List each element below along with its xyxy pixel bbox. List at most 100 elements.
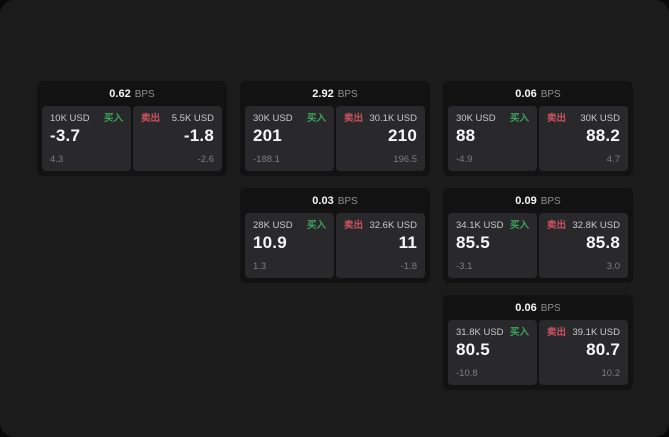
sell-delta-value: -1.8 — [400, 261, 417, 272]
bps-unit-label: BPS — [337, 88, 358, 100]
bps-value: 2.92 — [312, 88, 334, 100]
bps-unit-label: BPS — [540, 88, 561, 100]
card-header: 0.09 BPS — [443, 188, 633, 213]
buy-delta-value: 1.3 — [253, 261, 267, 272]
buy-action-button[interactable]: 买入 — [509, 327, 529, 338]
buy-tile-top: 10K USD 买入 — [50, 113, 123, 124]
bps-value: 0.06 — [515, 302, 537, 314]
sell-tile-top: 卖出 32.8K USD — [547, 220, 620, 231]
sell-tile-top: 卖出 39.1K USD — [547, 327, 620, 338]
bps-unit-label: BPS — [337, 195, 358, 207]
sell-action-button[interactable]: 卖出 — [547, 220, 567, 231]
buy-price-value: -3.7 — [50, 126, 81, 145]
sell-quote-tile[interactable]: 卖出 5.5K USD -1.8 -2.6 — [133, 106, 222, 171]
buy-tile-top: 30K USD 买入 — [253, 113, 326, 124]
quote-card[interactable]: 0.03 BPS 28K USD 买入 10.9 1.3 卖出 32.6K US… — [240, 188, 430, 283]
buy-quote-tile[interactable]: 28K USD 买入 10.9 1.3 — [245, 213, 334, 278]
sell-action-button[interactable]: 卖出 — [547, 113, 567, 124]
sell-action-button[interactable]: 卖出 — [547, 327, 567, 338]
buy-price-value: 88 — [456, 126, 476, 145]
sell-quote-tile[interactable]: 卖出 39.1K USD 80.7 10.2 — [539, 320, 628, 385]
buy-action-button[interactable]: 买入 — [509, 113, 529, 124]
buy-tile-top: 31.8K USD 买入 — [456, 327, 529, 338]
sell-amount-label: 5.5K USD — [171, 113, 214, 124]
buy-amount-label: 30K USD — [253, 113, 293, 124]
bps-unit-label: BPS — [540, 302, 561, 314]
buy-amount-label: 31.8K USD — [456, 327, 504, 338]
sell-delta-value: 196.5 — [393, 154, 417, 165]
sell-delta-value: 3.0 — [606, 261, 620, 272]
bps-value: 0.62 — [109, 88, 131, 100]
buy-delta-value: 4.3 — [50, 154, 64, 165]
buy-delta-value: -3.1 — [456, 261, 473, 272]
sell-price-value: 88.2 — [586, 126, 620, 145]
buy-quote-tile[interactable]: 30K USD 买入 201 -188.1 — [245, 106, 334, 171]
card-header: 2.92 BPS — [240, 81, 430, 106]
bps-value: 0.09 — [515, 195, 537, 207]
sell-price-value: -1.8 — [183, 126, 214, 145]
buy-price-value: 80.5 — [456, 340, 490, 359]
buy-action-button[interactable]: 买入 — [509, 220, 529, 231]
card-body: 10K USD 买入 -3.7 4.3 卖出 5.5K USD -1.8 -2.… — [37, 106, 227, 171]
card-header: 0.03 BPS — [240, 188, 430, 213]
sell-tile-top: 卖出 30K USD — [547, 113, 620, 124]
quote-card[interactable]: 0.62 BPS 10K USD 买入 -3.7 4.3 卖出 5.5K USD… — [37, 81, 227, 176]
buy-action-button[interactable]: 买入 — [306, 113, 326, 124]
sell-price-value: 85.8 — [586, 233, 620, 252]
quote-card[interactable]: 0.06 BPS 31.8K USD 买入 80.5 -10.8 卖出 39.1… — [443, 295, 633, 390]
buy-tile-top: 30K USD 买入 — [456, 113, 529, 124]
buy-tile-top: 28K USD 买入 — [253, 220, 326, 231]
sell-price-value: 210 — [388, 126, 417, 145]
card-body: 30K USD 买入 201 -188.1 卖出 30.1K USD 210 1… — [240, 106, 430, 171]
bps-unit-label: BPS — [540, 195, 561, 207]
buy-price-value: 85.5 — [456, 233, 490, 252]
buy-amount-label: 30K USD — [456, 113, 496, 124]
sell-quote-tile[interactable]: 卖出 30K USD 88.2 4.7 — [539, 106, 628, 171]
sell-price-value: 80.7 — [586, 340, 620, 359]
buy-quote-tile[interactable]: 31.8K USD 买入 80.5 -10.8 — [448, 320, 537, 385]
sell-quote-tile[interactable]: 卖出 30.1K USD 210 196.5 — [336, 106, 425, 171]
quote-card[interactable]: 0.06 BPS 30K USD 买入 88 -4.9 卖出 30K USD 8… — [443, 81, 633, 176]
buy-delta-value: -188.1 — [253, 154, 280, 165]
sell-delta-value: 10.2 — [601, 368, 621, 379]
sell-action-button[interactable]: 卖出 — [344, 220, 364, 231]
buy-action-button[interactable]: 买入 — [306, 220, 326, 231]
card-body: 30K USD 买入 88 -4.9 卖出 30K USD 88.2 4.7 — [443, 106, 633, 171]
sell-amount-label: 30K USD — [580, 113, 620, 124]
buy-tile-top: 34.1K USD 买入 — [456, 220, 529, 231]
sell-quote-tile[interactable]: 卖出 32.6K USD 11 -1.8 — [336, 213, 425, 278]
sell-quote-tile[interactable]: 卖出 32.8K USD 85.8 3.0 — [539, 213, 628, 278]
buy-quote-tile[interactable]: 30K USD 买入 88 -4.9 — [448, 106, 537, 171]
sell-price-value: 11 — [398, 233, 417, 252]
buy-delta-value: -10.8 — [456, 368, 478, 379]
sell-delta-value: 4.7 — [606, 154, 620, 165]
quote-card[interactable]: 2.92 BPS 30K USD 买入 201 -188.1 卖出 30.1K … — [240, 81, 430, 176]
sell-delta-value: -2.6 — [197, 154, 214, 165]
sell-action-button[interactable]: 卖出 — [141, 113, 161, 124]
buy-amount-label: 28K USD — [253, 220, 293, 231]
card-body: 31.8K USD 买入 80.5 -10.8 卖出 39.1K USD 80.… — [443, 320, 633, 385]
card-header: 0.62 BPS — [37, 81, 227, 106]
buy-amount-label: 10K USD — [50, 113, 90, 124]
quote-card[interactable]: 0.09 BPS 34.1K USD 买入 85.5 -3.1 卖出 32.8K… — [443, 188, 633, 283]
sell-amount-label: 30.1K USD — [369, 113, 417, 124]
sell-amount-label: 32.6K USD — [369, 220, 417, 231]
buy-quote-tile[interactable]: 10K USD 买入 -3.7 4.3 — [42, 106, 131, 171]
buy-quote-tile[interactable]: 34.1K USD 买入 85.5 -3.1 — [448, 213, 537, 278]
sell-amount-label: 39.1K USD — [572, 327, 620, 338]
card-body: 34.1K USD 买入 85.5 -3.1 卖出 32.8K USD 85.8… — [443, 213, 633, 278]
sell-amount-label: 32.8K USD — [572, 220, 620, 231]
buy-amount-label: 34.1K USD — [456, 220, 504, 231]
bps-value: 0.03 — [312, 195, 334, 207]
bps-unit-label: BPS — [134, 88, 155, 100]
sell-action-button[interactable]: 卖出 — [344, 113, 364, 124]
sell-tile-top: 卖出 32.6K USD — [344, 220, 417, 231]
card-header: 0.06 BPS — [443, 295, 633, 320]
buy-delta-value: -4.9 — [456, 154, 473, 165]
buy-action-button[interactable]: 买入 — [103, 113, 123, 124]
bps-value: 0.06 — [515, 88, 537, 100]
card-body: 28K USD 买入 10.9 1.3 卖出 32.6K USD 11 -1.8 — [240, 213, 430, 278]
sell-tile-top: 卖出 5.5K USD — [141, 113, 214, 124]
buy-price-value: 201 — [253, 126, 282, 145]
